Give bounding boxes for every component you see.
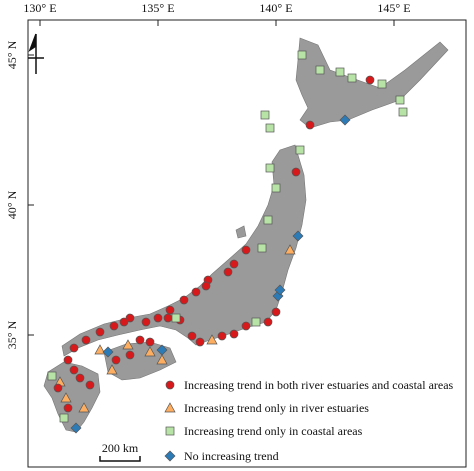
site-marker — [305, 120, 315, 130]
site-marker — [60, 392, 72, 403]
longitude-label: 140° E — [259, 1, 292, 15]
land — [43, 37, 449, 433]
site-marker — [271, 183, 281, 193]
site-marker — [95, 327, 105, 337]
site-marker — [106, 364, 118, 375]
site-marker — [263, 317, 273, 327]
site-marker — [111, 355, 121, 365]
site-marker — [69, 343, 79, 353]
site-marker — [63, 355, 73, 365]
site-marker — [241, 321, 251, 331]
site-marker — [165, 380, 175, 390]
site-marker — [47, 371, 57, 381]
site-marker — [156, 354, 168, 365]
site-marker — [144, 346, 156, 357]
legend-label: Increasing trend in both river estuaries… — [184, 378, 454, 392]
site-marker — [191, 287, 201, 297]
site-marker — [102, 346, 114, 358]
site-marker — [229, 259, 239, 269]
site-marker — [70, 422, 82, 434]
site-marker — [145, 337, 155, 347]
site-marker — [271, 307, 281, 317]
site-marker — [187, 331, 197, 341]
site-marker — [141, 317, 151, 327]
site-marker — [81, 335, 91, 345]
site-marker — [53, 383, 63, 393]
site-marker — [335, 67, 345, 77]
scale-label: 200 km — [102, 441, 139, 455]
site-marker — [251, 317, 261, 327]
site-marker — [85, 380, 95, 390]
site-marker — [94, 344, 106, 355]
site-marker — [63, 403, 73, 413]
site-marker — [164, 402, 176, 413]
site-marker — [260, 110, 270, 120]
longitude-label: 130° E — [23, 1, 56, 15]
site-marker — [217, 331, 227, 341]
sado — [235, 225, 247, 239]
longitude-label: 145° E — [377, 1, 410, 15]
site-marker — [206, 334, 218, 345]
site-marker — [284, 244, 296, 255]
site-marker — [315, 65, 325, 75]
site-marker — [257, 243, 267, 253]
site-marker — [69, 365, 79, 375]
site-marker — [395, 95, 405, 105]
site-marker — [229, 329, 239, 339]
latitude-label: 40° N — [5, 190, 19, 219]
site-marker — [195, 337, 205, 347]
site-marker — [339, 114, 351, 126]
longitude-label: 135° E — [141, 1, 174, 15]
site-marker — [165, 305, 175, 315]
site-marker — [398, 107, 408, 117]
legend-label: Increasing trend only in coastal areas — [184, 424, 363, 438]
hokkaido — [295, 37, 449, 129]
site-marker — [165, 426, 175, 436]
site-marker — [292, 230, 304, 242]
site-marker — [365, 75, 375, 85]
latitude-label: 35° N — [5, 320, 19, 349]
site-marker — [135, 335, 145, 345]
site-marker — [295, 145, 305, 155]
site-marker — [59, 413, 69, 423]
site-marker — [125, 350, 135, 360]
site-marker — [179, 295, 189, 305]
site-marker — [78, 402, 90, 413]
site-marker — [164, 450, 176, 462]
site-marker — [223, 267, 233, 277]
site-marker — [75, 373, 85, 383]
site-marker — [122, 339, 134, 350]
graticule-ticks — [28, 20, 395, 336]
site-marker — [241, 245, 251, 255]
site-marker — [265, 163, 275, 173]
site-marker — [201, 281, 211, 291]
site-marker — [297, 50, 307, 60]
site-marker — [109, 321, 119, 331]
site-marker — [377, 79, 387, 89]
latitude-label: 45° N — [5, 40, 19, 69]
site-marker — [347, 73, 357, 83]
site-markers — [47, 50, 408, 434]
site-marker — [274, 284, 286, 296]
site-marker — [119, 317, 129, 327]
north-arrow — [28, 33, 44, 74]
scale-bar — [99, 456, 141, 462]
kyushu — [43, 361, 101, 433]
site-marker — [265, 123, 275, 133]
legend-label: No increasing trend — [184, 449, 279, 463]
site-marker — [263, 215, 273, 225]
site-marker — [171, 313, 181, 323]
legend: Increasing trend in both river estuaries… — [164, 378, 454, 463]
site-marker — [163, 313, 173, 323]
legend-label: Increasing trend only in river estuaries — [184, 401, 369, 415]
site-marker — [291, 167, 301, 177]
site-marker — [125, 313, 135, 323]
site-marker — [153, 313, 163, 323]
